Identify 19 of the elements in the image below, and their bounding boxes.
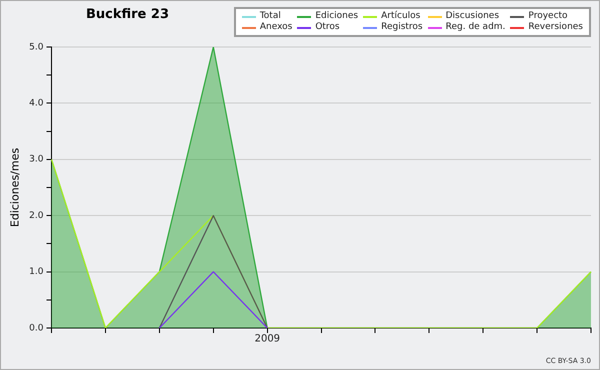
y-tick-label: 0.0 bbox=[29, 323, 44, 334]
y-tick-label: 3.0 bbox=[29, 154, 44, 165]
y-tick-label: 2.0 bbox=[29, 210, 44, 221]
legend-label: Reversiones bbox=[527, 22, 583, 33]
legend-label: Discusiones bbox=[444, 11, 500, 22]
legend-label: Artículos bbox=[380, 11, 422, 22]
y-tick-label: 4.0 bbox=[29, 98, 44, 109]
legend-label: Ediciones bbox=[314, 11, 358, 22]
legend-label: Proyecto bbox=[527, 11, 569, 22]
legend-label: Anexos bbox=[258, 22, 292, 33]
legend-label: Total bbox=[258, 11, 282, 22]
y-tick-label: 5.0 bbox=[29, 42, 44, 52]
legend-label: Reg. de adm. bbox=[444, 22, 506, 33]
y-tick-label: 1.0 bbox=[29, 267, 44, 278]
chart-title: Buckfire 23 bbox=[86, 7, 169, 22]
legend-label: Otros bbox=[314, 22, 341, 33]
y-axis-title: Ediciones/mes bbox=[8, 148, 22, 228]
legend-label: Registros bbox=[380, 22, 423, 33]
x-tick-label: 2009 bbox=[254, 334, 280, 345]
